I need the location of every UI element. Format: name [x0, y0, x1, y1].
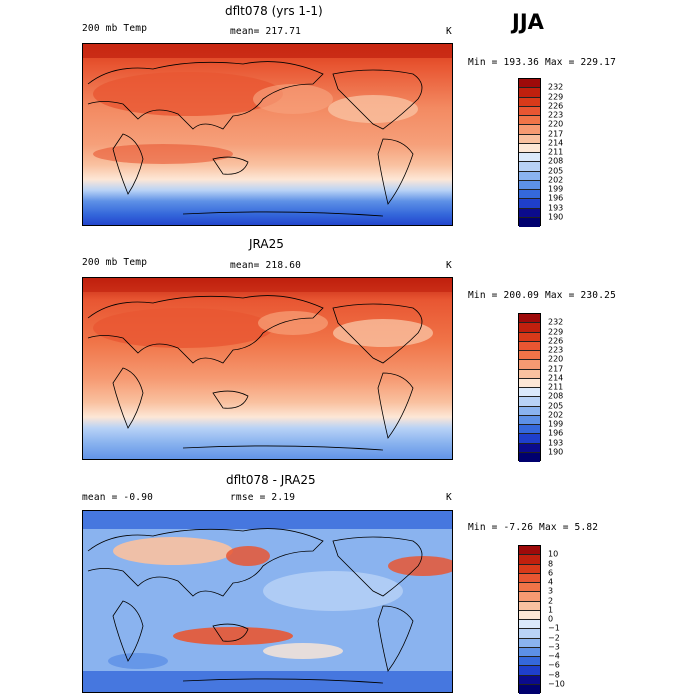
colorbar-tick-label: 223: [548, 110, 564, 120]
panel-2-minmax-label: Min = 200.09 Max = 230.25: [468, 290, 616, 301]
colorbar-tick-label: 220: [548, 354, 564, 364]
colorbar-tick-label: 6: [548, 568, 554, 578]
colorbar-tick-label: 214: [548, 373, 564, 383]
colorbar-tick-label: 223: [548, 345, 564, 355]
colorbar-tick-label: −3: [548, 642, 560, 652]
colorbar-tick-label: 8: [548, 559, 554, 569]
panel-2-title: JRA25: [249, 237, 284, 251]
colorbar-tick-label: 10: [548, 549, 559, 559]
colorbar-tick-label: 226: [548, 336, 564, 346]
colorbar-tick-label: 193: [548, 438, 564, 448]
panel-3-map: [82, 510, 453, 693]
season-label: JJA: [512, 10, 544, 34]
colorbar-tick-label: 232: [548, 82, 564, 92]
panel-2-colorbar: [518, 313, 541, 462]
colorbar-tick-label: 199: [548, 419, 564, 429]
colorbar-tick-label: 1: [548, 605, 554, 615]
colorbar-tick-label: −6: [548, 660, 560, 670]
colorbar-tick-label: 208: [548, 391, 564, 401]
colorbar-tick-label: 232: [548, 317, 564, 327]
colorbar-tick-label: −8: [548, 670, 560, 680]
colorbar-tick-label: 4: [548, 577, 554, 587]
colorbar-tick-label: −4: [548, 651, 560, 661]
panel-3-coastlines: [87, 528, 423, 684]
colorbar-tick-label: −1: [548, 623, 560, 633]
panel-2-coastlines: [87, 295, 423, 451]
colorbar-tick-label: 202: [548, 175, 564, 185]
panel-1-variable-label: 200 mb Temp: [82, 23, 148, 34]
colorbar-tick-label: 199: [548, 184, 564, 194]
colorbar-tick-label: 3: [548, 586, 554, 596]
colorbar-tick-label: 229: [548, 92, 564, 102]
panel-1-colorbar: [518, 78, 541, 227]
panel-1-mean-label: mean= 217.71: [230, 26, 302, 37]
colorbar-tick-label: 211: [548, 382, 564, 392]
colorbar-tick-label: 217: [548, 364, 564, 374]
colorbar-tick-label: 226: [548, 101, 564, 111]
colorbar-tick-label: −2: [548, 633, 560, 643]
panel-2-unit-label: K: [446, 260, 452, 271]
colorbar-tick-label: 193: [548, 203, 564, 213]
panel-3-rmse-label: rmse = 2.19: [230, 492, 296, 503]
colorbar-tick-label: 196: [548, 193, 564, 203]
panel-3-title: dflt078 - JRA25: [226, 473, 316, 487]
colorbar-tick-label: 190: [548, 212, 564, 222]
panel-1-title: dflt078 (yrs 1-1): [225, 4, 323, 18]
panel-2-mean-label: mean= 218.60: [230, 260, 302, 271]
panel-3-unit-label: K: [446, 492, 452, 503]
colorbar-tick-label: 196: [548, 428, 564, 438]
colorbar-tick-label: 190: [548, 447, 564, 457]
colorbar-tick-label: 0: [548, 614, 554, 624]
panel-1-minmax-label: Min = 193.36 Max = 229.17: [468, 57, 616, 68]
colorbar-tick-label: 217: [548, 129, 564, 139]
panel-3-minmax-label: Min = -7.26 Max = 5.82: [468, 522, 599, 533]
panel-2-variable-label: 200 mb Temp: [82, 257, 148, 268]
colorbar-tick-label: 205: [548, 166, 564, 176]
colorbar-tick-label: 202: [548, 410, 564, 420]
colorbar-tick-label: 214: [548, 138, 564, 148]
panel-2-map: [82, 277, 453, 460]
colorbar-tick-label: −10: [548, 679, 565, 689]
panel-3-mean-label: mean = -0.90: [82, 492, 154, 503]
colorbar-tick-label: 211: [548, 147, 564, 157]
colorbar-tick-label: 229: [548, 327, 564, 337]
panel-1-map: [82, 43, 453, 226]
colorbar-tick-label: 2: [548, 596, 554, 606]
colorbar-tick-label: 205: [548, 401, 564, 411]
colorbar-tick-label: 220: [548, 119, 564, 129]
panel-1-unit-label: K: [446, 26, 452, 37]
colorbar-tick-label: 208: [548, 156, 564, 166]
panel-3-colorbar: [518, 545, 541, 694]
panel-1-coastlines: [87, 61, 423, 217]
